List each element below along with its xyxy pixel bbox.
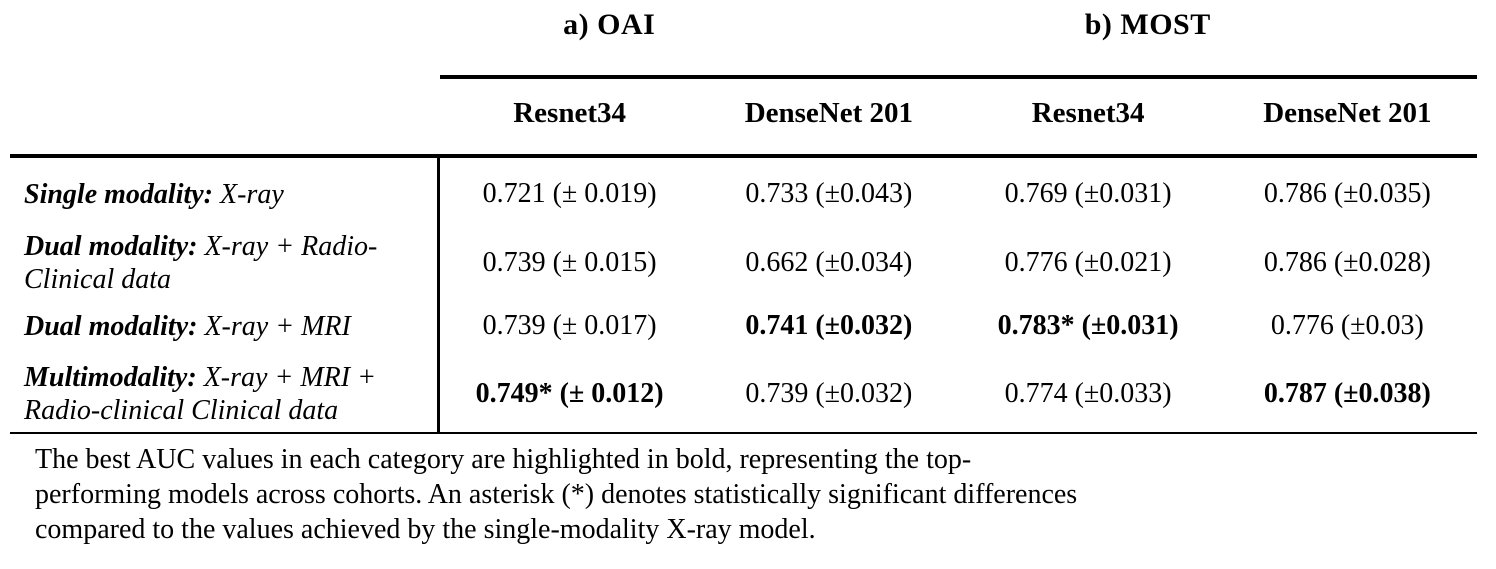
row-label-dual-modality-clinical: Dual modality: X-ray + Radio- Clinical d… [10, 230, 440, 296]
column-header-spacer [10, 75, 440, 158]
column-header-most-resnet34: Resnet34 [958, 75, 1218, 158]
row-detail: X-ray [213, 178, 284, 210]
row-label-text: Dual modality: X-ray + Radio- Clinical d… [24, 230, 377, 296]
column-header-oai-densenet201: DenseNet 201 [699, 75, 959, 158]
data-cell: 0.786 (±0.035) [1263, 178, 1431, 209]
results-table: a) OAI b) MOST Resnet34 DenseNet 201 Res… [10, 0, 1477, 434]
data-cell: 0.739 (±0.032) [699, 356, 959, 434]
column-header-oai-resnet34: Resnet34 [440, 75, 700, 158]
data-cell: 0.783* (±0.031) [997, 310, 1179, 341]
data-cell: 0.786 (±0.028) [1263, 247, 1431, 278]
data-cell: 0.739 (± 0.015) [482, 247, 657, 278]
data-cell: 0.774 (±0.033) [958, 356, 1218, 434]
row-category: Single modality: [24, 178, 213, 210]
data-cell: 0.749* (± 0.012) [440, 356, 700, 434]
row-detail: X-ray + Radio- Clinical data [24, 231, 378, 295]
row-category: Dual modality: [24, 231, 198, 262]
row-label-multimodality: Multimodality: X-ray + MRI + Radio-clini… [10, 356, 440, 434]
group-header-most: b) MOST [1084, 8, 1211, 41]
data-cell: 0.776 (±0.03) [1270, 310, 1424, 341]
row-label-dual-modality-mri: Dual modality: X-ray + MRI [10, 296, 440, 356]
row-label-text: Dual modality: X-ray + MRI [24, 310, 351, 343]
data-cell: 0.741 (±0.032) [745, 310, 913, 341]
group-header-oai: a) OAI [563, 8, 656, 41]
data-cell: 0.721 (± 0.019) [482, 178, 657, 209]
column-header-most-densenet201: DenseNet 201 [1217, 75, 1477, 158]
data-cell: 0.776 (±0.021) [1004, 247, 1172, 278]
data-cell: 0.739 (± 0.017) [482, 310, 657, 341]
row-category: Dual modality: [24, 310, 198, 342]
data-cell: 0.769 (±0.031) [1004, 178, 1172, 209]
row-label-text: Single modality: X-ray [24, 178, 284, 211]
row-category: Multimodality: [24, 362, 197, 393]
data-cell: 0.787 (±0.038) [1217, 356, 1477, 434]
row-label-single-modality: Single modality: X-ray [10, 158, 440, 230]
row-label-text: Multimodality: X-ray + MRI + Radio-clini… [24, 361, 376, 427]
table-footnote: The best AUC values in each category are… [35, 444, 1078, 545]
row-detail: X-ray + MRI + Radio-clinical Clinical da… [24, 362, 376, 426]
data-cell: 0.662 (±0.034) [745, 247, 913, 278]
row-detail: X-ray + MRI [197, 310, 351, 342]
data-cell: 0.733 (±0.043) [745, 178, 913, 209]
